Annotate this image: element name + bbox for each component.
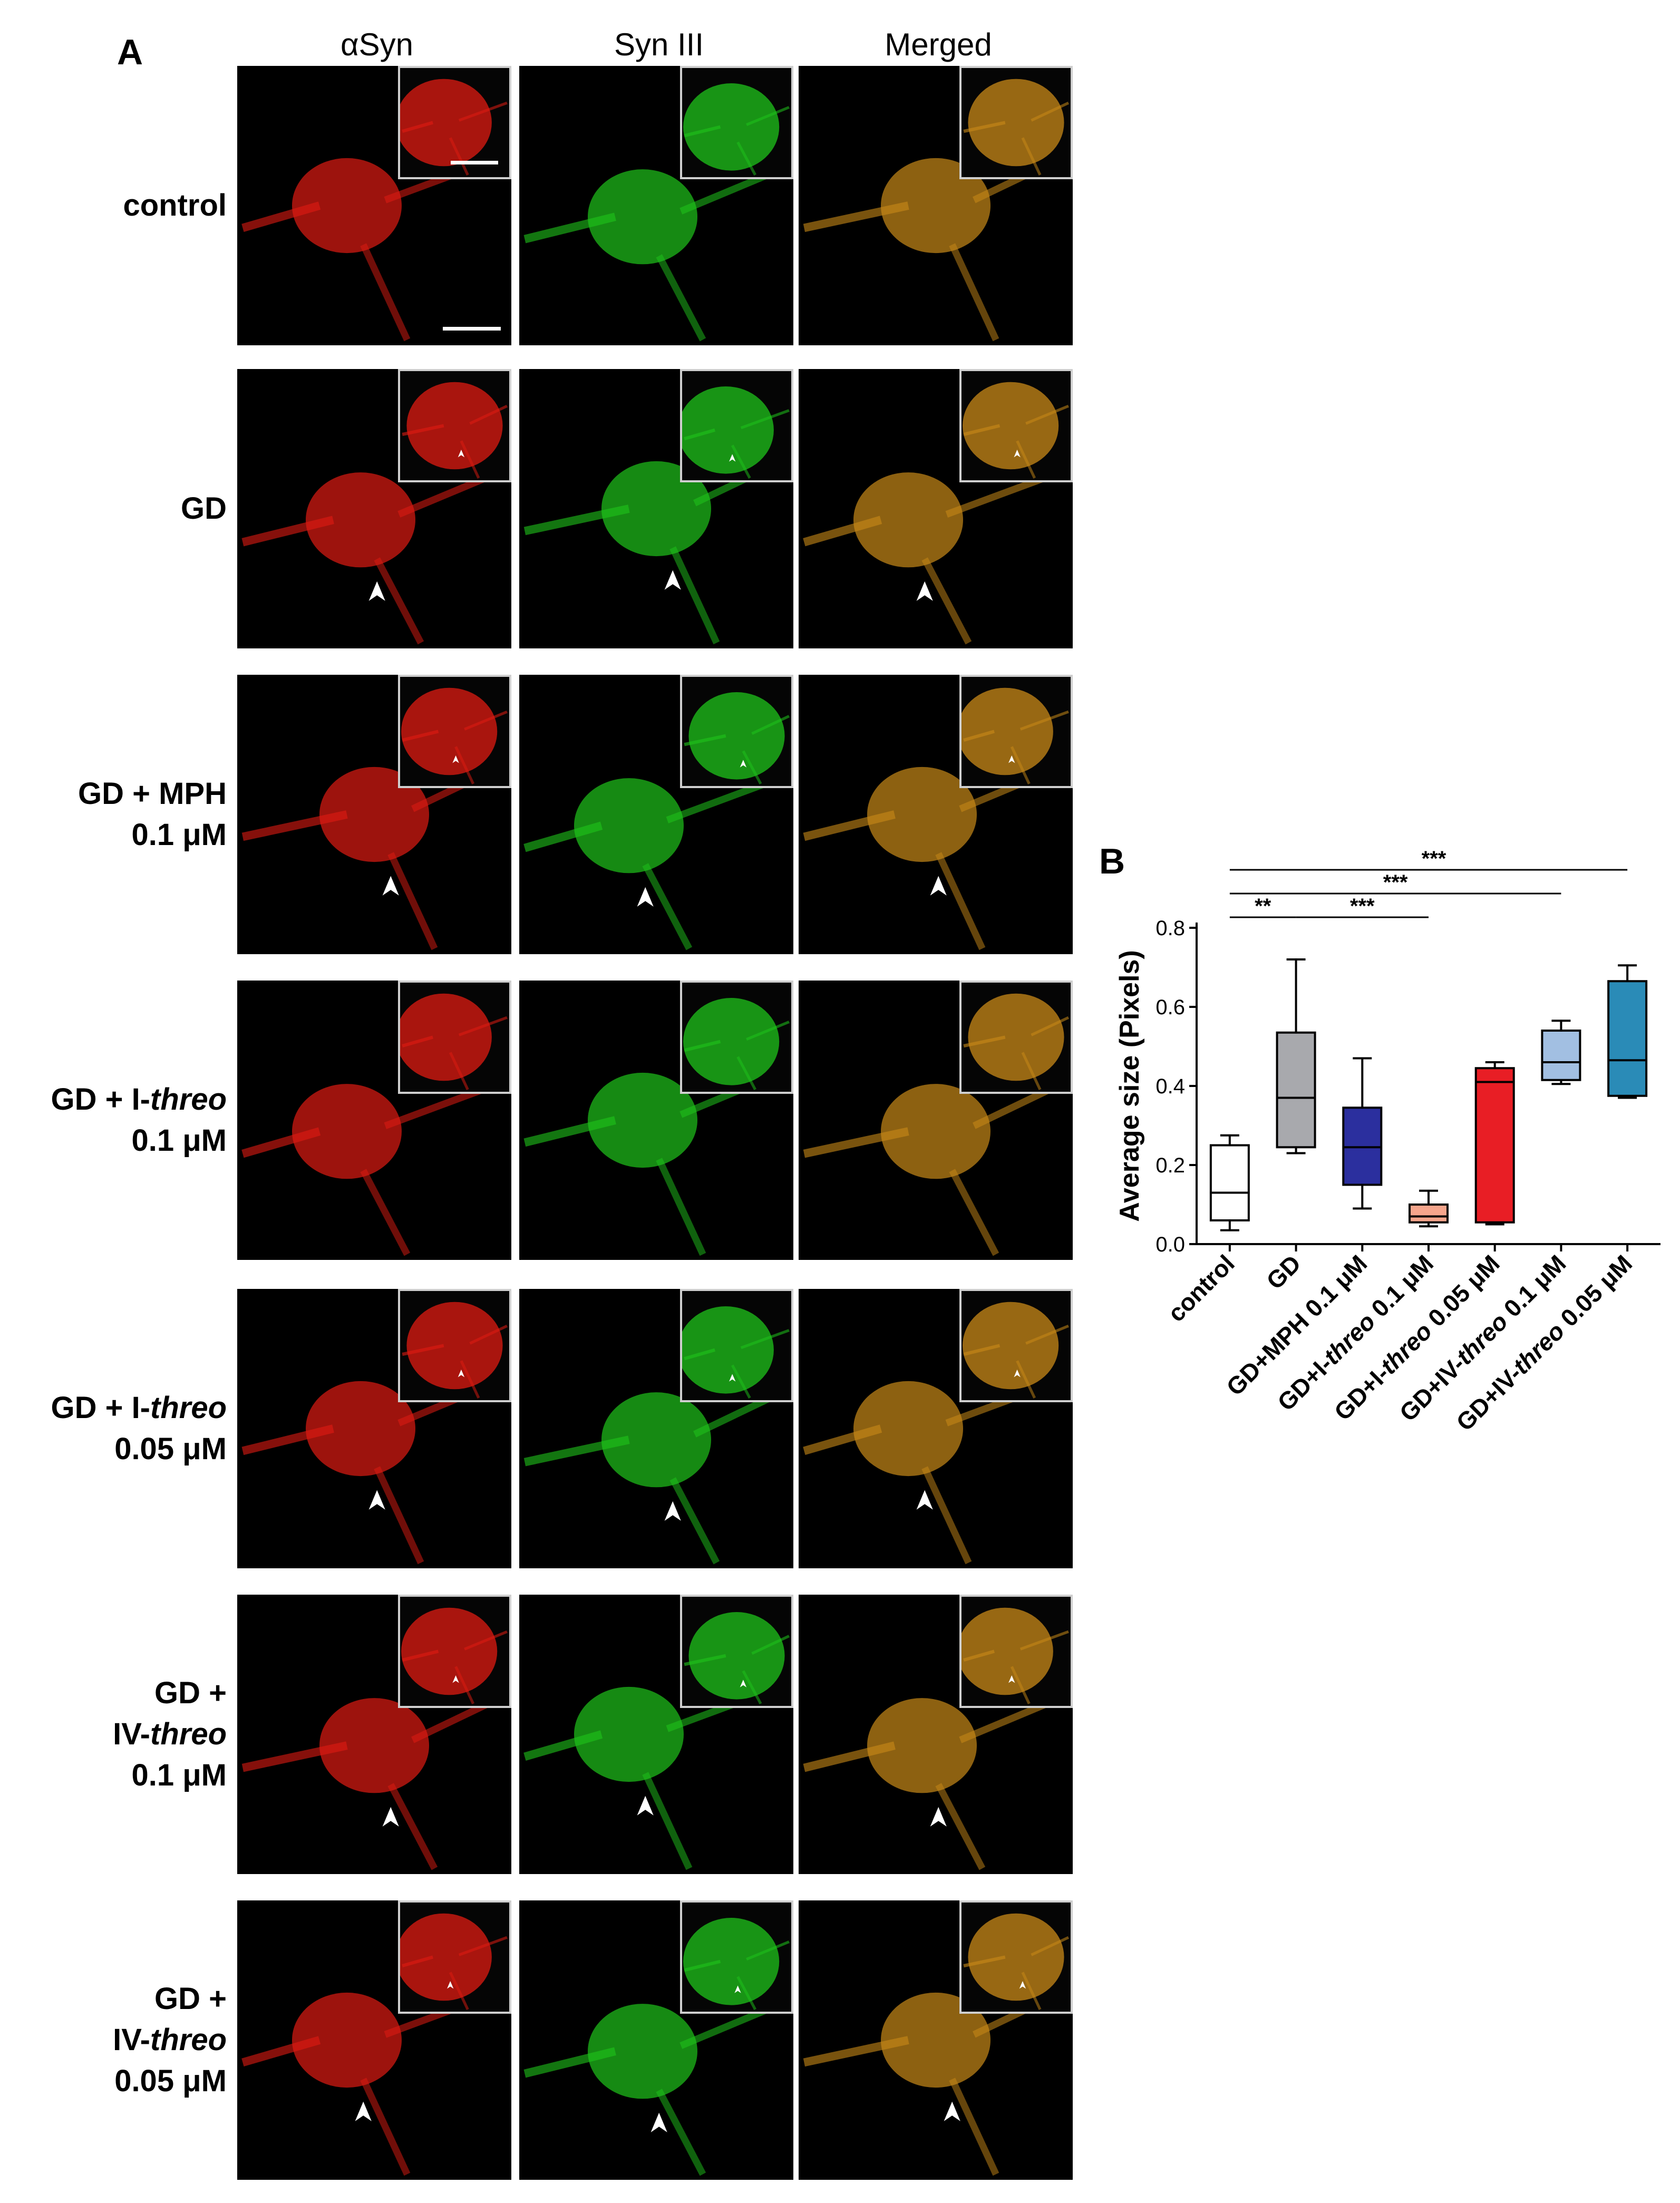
micrograph-syn-iii-gd [519, 369, 793, 648]
micrograph-inset [959, 369, 1073, 482]
row-label-line: IV-threo [113, 2023, 227, 2057]
row-label-line: GD + [154, 1676, 227, 1710]
box-iqr [1474, 1067, 1515, 1224]
row-label-gd-mph-0-1: GD + MPH 0.1 μM [5, 773, 227, 856]
significance-label: ** [1255, 895, 1271, 918]
box-iqr [1209, 1144, 1250, 1221]
x-tick-label: control [1162, 1249, 1240, 1327]
micrograph-inset [398, 675, 511, 788]
micrograph-inset [680, 66, 793, 179]
y-axis-label: Average size (Pixels) [1114, 950, 1145, 1221]
micrograph-syn-iii-gd-iv-threo-0-05 [519, 1900, 793, 2180]
box-6 [1607, 964, 1648, 1251]
row-label-line: GD + I-threo [51, 1082, 227, 1117]
row-label-line: IV-threo [113, 1717, 227, 1751]
column-label-merged: Merged [885, 27, 992, 62]
box-iqr [1409, 1204, 1449, 1224]
micrograph-inset [680, 1900, 793, 2014]
y-tick-label: 0.2 [1155, 1154, 1185, 1177]
scale-bar [443, 327, 501, 331]
row-label-line: 0.1 μM [131, 1123, 227, 1158]
box-3 [1409, 1189, 1449, 1251]
micrograph-inset [959, 1289, 1073, 1402]
micrograph-inset [398, 1900, 511, 2014]
row-label-line: control [123, 188, 227, 222]
micrograph-merged-gd-iv-threo-0-1 [799, 1595, 1073, 1874]
box-4 [1474, 1061, 1515, 1251]
row-label-line: GD + I-threo [51, 1391, 227, 1425]
micrograph-merged-gd-i-threo-0-1 [799, 981, 1073, 1260]
micrograph-inset [959, 1595, 1073, 1708]
micrograph-alpha-syn-gd-i-threo-0-1 [237, 981, 511, 1260]
micrograph-merged-gd-i-threo-0-05 [799, 1289, 1073, 1568]
row-label-gd: GD [5, 488, 227, 529]
row-label-line: 0.1 μM [131, 1758, 227, 1792]
micrograph-inset [398, 981, 511, 1094]
y-tick-label: 0.4 [1155, 1075, 1185, 1098]
y-tick-label: 0.0 [1155, 1233, 1185, 1256]
micrograph-inset [959, 981, 1073, 1094]
micrograph-alpha-syn-gd-iv-threo-0-05 [237, 1900, 511, 2180]
row-label-line: 0.05 μM [114, 2064, 227, 2098]
micrograph-merged-gd-iv-threo-0-05 [799, 1900, 1073, 2180]
micrograph-inset [680, 981, 793, 1094]
column-label-syn-iii: Syn III [614, 27, 704, 62]
micrograph-inset [680, 369, 793, 482]
row-label-line: 0.1 μM [131, 818, 227, 852]
significance-label: *** [1422, 847, 1446, 870]
micrograph-alpha-syn-gd-iv-threo-0-1 [237, 1595, 511, 1874]
column-label-alpha-syn: αSyn [340, 27, 414, 62]
panel-b-letter: B [1099, 841, 1125, 881]
x-tick-label: GD [1261, 1249, 1306, 1295]
micrograph-inset [959, 1900, 1073, 2014]
panel-a-letter: A [117, 32, 143, 72]
significance-label: *** [1383, 871, 1408, 894]
micrograph-syn-iii-gd-i-threo-0-05 [519, 1289, 793, 1568]
box-plot-chart: 0.0 0.2 0.4 0.6 0.8 Average size (Pixels) cont… [1114, 847, 1660, 1436]
row-label-line: GD + MPH [78, 777, 227, 811]
micrograph-inset [959, 66, 1073, 179]
micrograph-merged-gd-mph-0-1 [799, 675, 1073, 954]
micrograph-merged-gd [799, 369, 1073, 648]
row-label-gd-i-threo-0-1: GD + I-threo 0.1 μM [5, 1079, 227, 1161]
y-tick-label: 0.6 [1155, 996, 1185, 1019]
row-label-control: control [5, 185, 227, 226]
micrograph-alpha-syn-gd [237, 369, 511, 648]
inset-scale-bar [451, 161, 498, 164]
row-label-line: GD + [154, 1982, 227, 2016]
box-iqr [1607, 980, 1648, 1097]
micrograph-inset [959, 675, 1073, 788]
box-2 [1342, 1057, 1383, 1251]
micrograph-alpha-syn-gd-mph-0-1 [237, 675, 511, 954]
micrograph-alpha-syn-control [237, 66, 511, 345]
micrograph-inset [398, 66, 511, 179]
micrograph-inset [398, 1289, 511, 1402]
box-5 [1541, 1020, 1581, 1251]
row-label-line: GD [181, 491, 227, 526]
micrograph-inset [680, 1595, 793, 1708]
micrograph-merged-control [799, 66, 1073, 345]
micrograph-syn-iii-gd-mph-0-1 [519, 675, 793, 954]
y-tick-label: 0.8 [1155, 917, 1185, 940]
micrograph-syn-iii-gd-i-threo-0-1 [519, 981, 793, 1260]
row-label-gd-iv-threo-0-1: GD + IV-threo 0.1 μM [5, 1673, 227, 1796]
row-label-gd-iv-threo-0-05: GD + IV-threo 0.05 μM [5, 1978, 227, 2102]
micrograph-alpha-syn-gd-i-threo-0-05 [237, 1289, 511, 1568]
micrograph-inset [398, 1595, 511, 1708]
box-iqr [1276, 1031, 1316, 1149]
micrograph-inset [398, 369, 511, 482]
row-label-line: 0.05 μM [114, 1432, 227, 1466]
micrograph-syn-iii-control [519, 66, 793, 345]
box-iqr [1541, 1030, 1581, 1081]
box-0 [1209, 1134, 1250, 1251]
box-1 [1276, 958, 1316, 1251]
micrograph-inset [680, 1289, 793, 1402]
significance-label: *** [1350, 895, 1375, 918]
micrograph-syn-iii-gd-iv-threo-0-1 [519, 1595, 793, 1874]
row-label-gd-i-threo-0-05: GD + I-threo 0.05 μM [5, 1387, 227, 1470]
micrograph-inset [680, 675, 793, 788]
